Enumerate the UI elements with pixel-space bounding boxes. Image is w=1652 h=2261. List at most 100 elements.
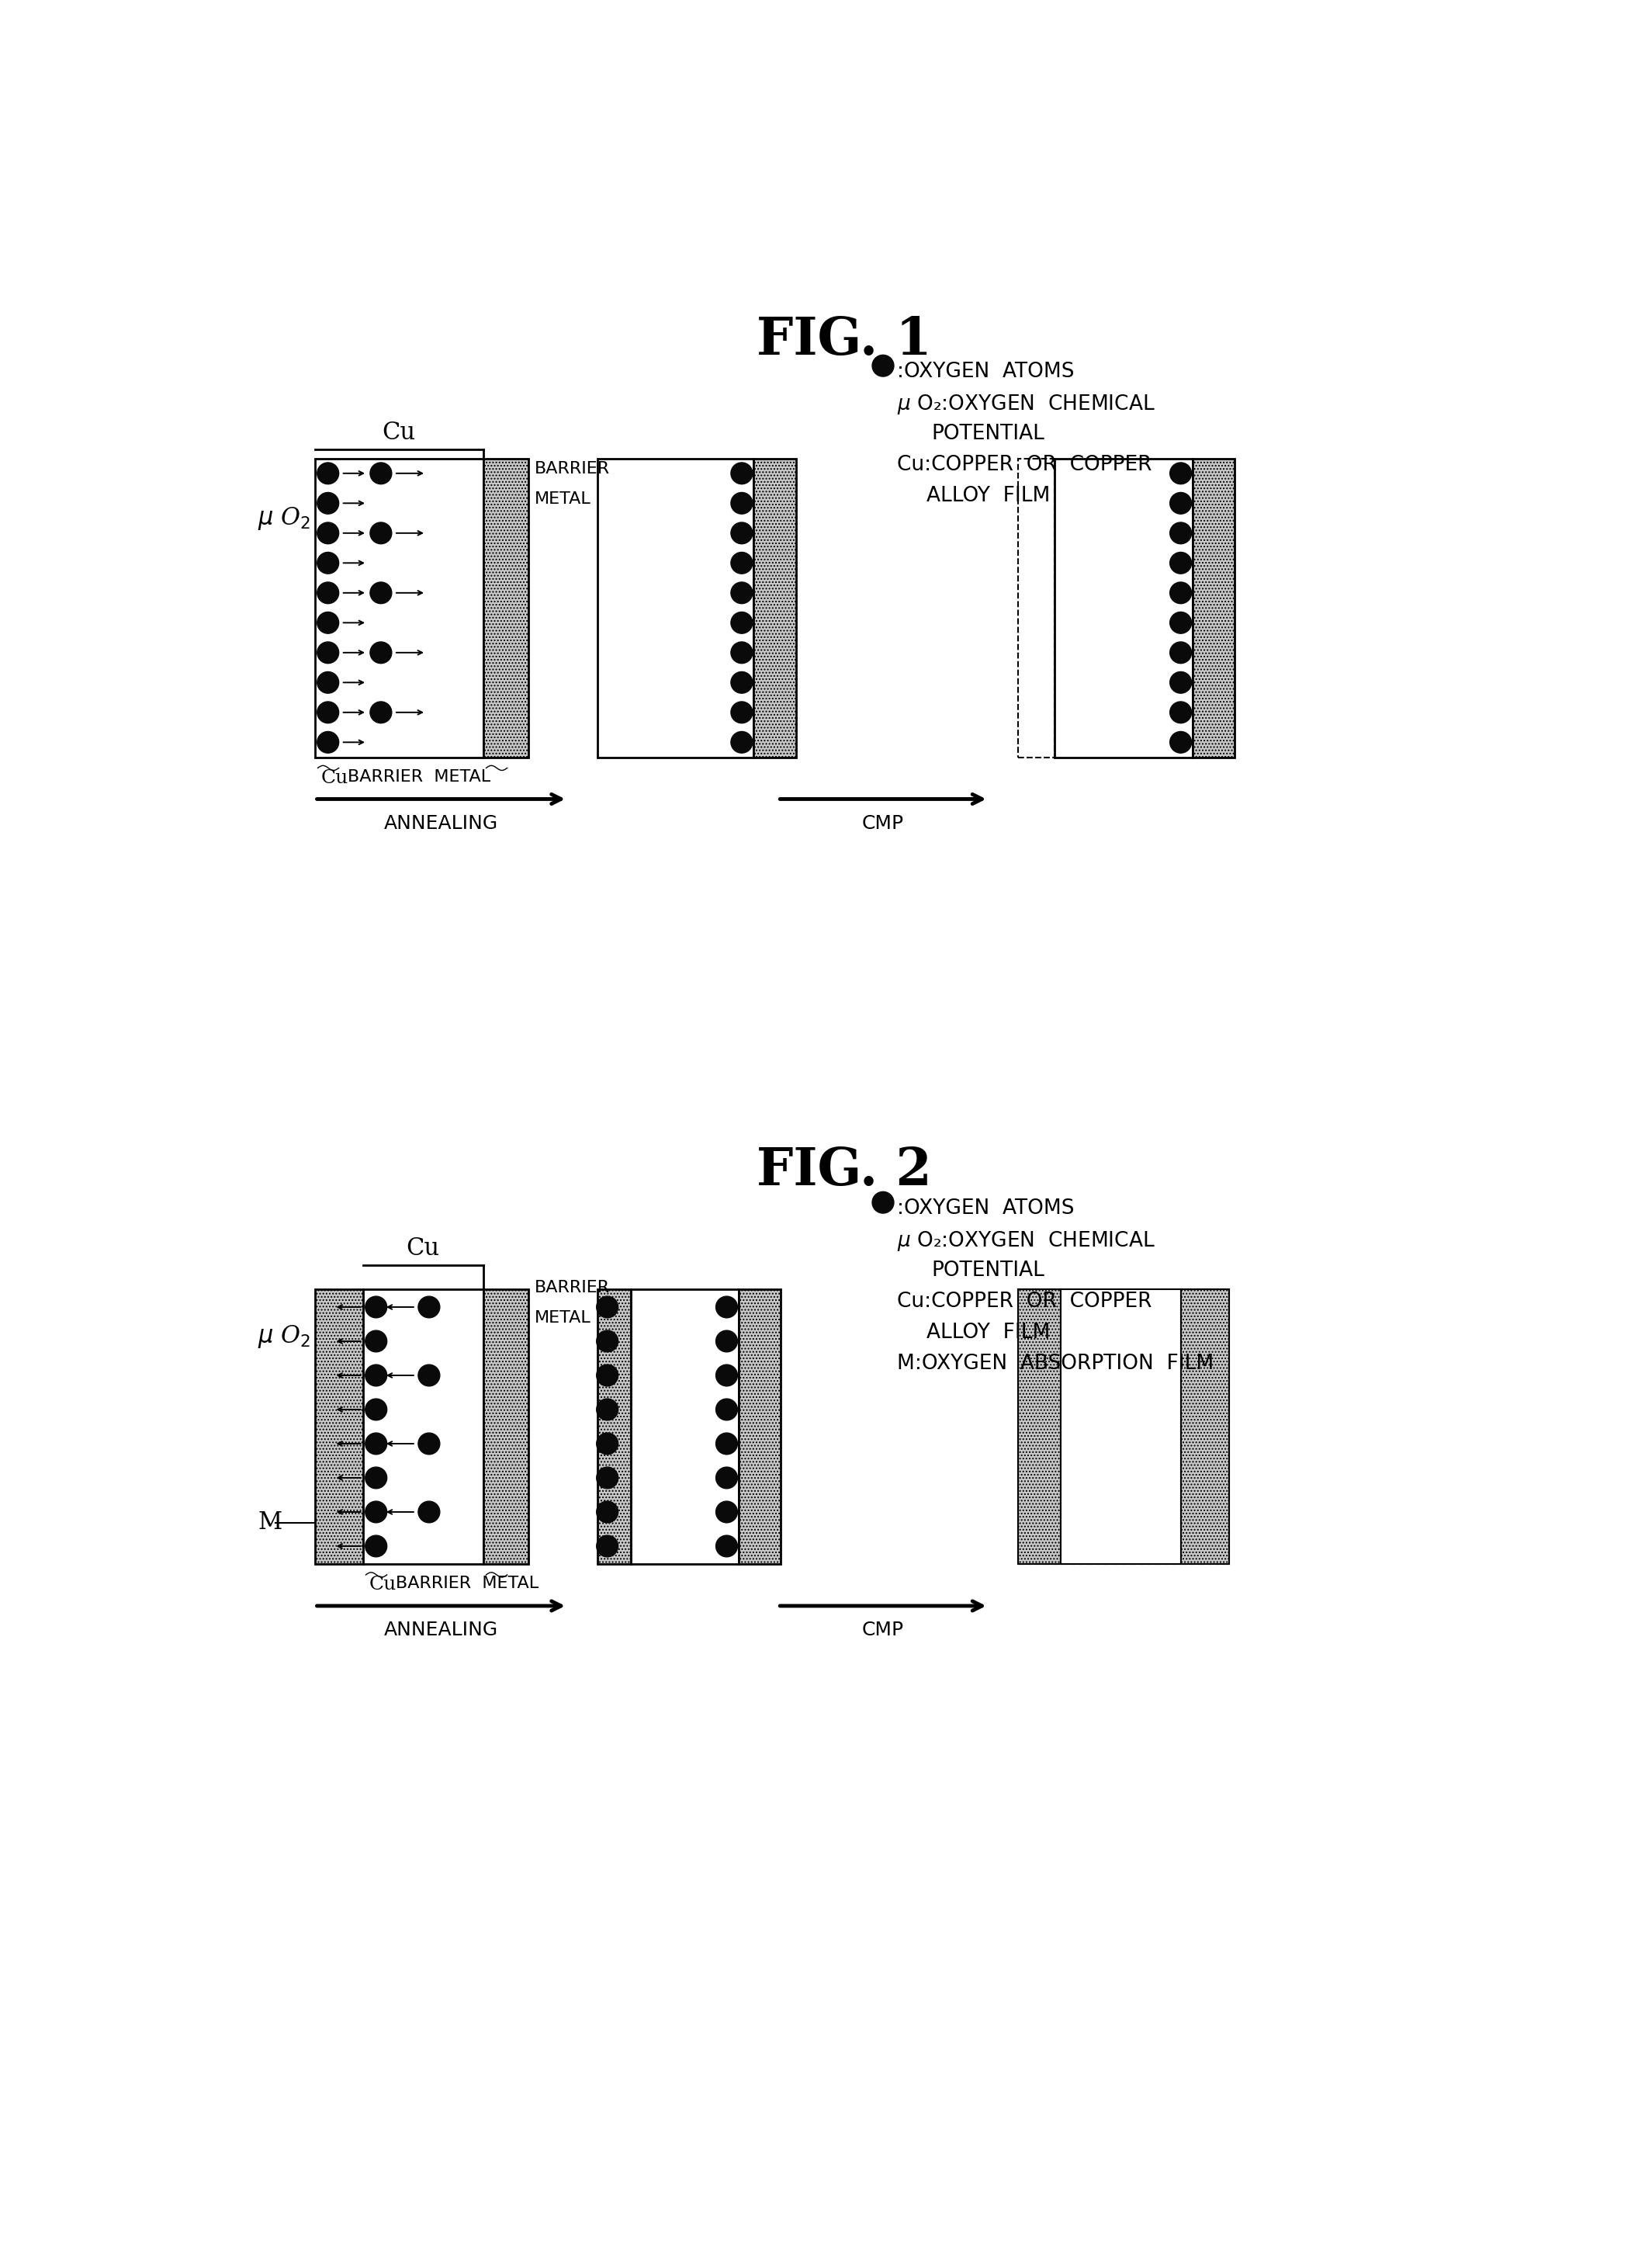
Circle shape [596,1535,618,1558]
Circle shape [317,613,339,633]
Text: Cu:COPPER  OR  COPPER: Cu:COPPER OR COPPER [897,454,1151,475]
Circle shape [730,552,753,574]
Circle shape [418,1296,439,1318]
Circle shape [317,733,339,753]
Circle shape [1170,701,1191,724]
Circle shape [317,522,339,545]
Circle shape [1170,642,1191,662]
Circle shape [715,1400,737,1420]
Circle shape [418,1433,439,1454]
Bar [316,459,482,757]
Text: :OXYGEN  ATOMS: :OXYGEN ATOMS [897,362,1074,382]
Circle shape [317,642,339,662]
Circle shape [596,1400,618,1420]
Text: $\mu$ O$_2$: $\mu$ O$_2$ [258,504,311,531]
Circle shape [715,1433,737,1454]
Text: Cu: Cu [406,1237,439,1259]
Circle shape [1170,672,1191,694]
Text: Cu: Cu [368,1576,396,1594]
Circle shape [370,581,392,604]
Circle shape [418,1366,439,1386]
Circle shape [317,493,339,513]
Text: M:OXYGEN  ABSORPTION  FILM: M:OXYGEN ABSORPTION FILM [897,1354,1214,1375]
Circle shape [715,1366,737,1386]
Circle shape [715,1535,737,1558]
Circle shape [370,522,392,545]
Text: BARRIER  METAL: BARRIER METAL [396,1576,539,1592]
Text: $\mu$ O₂:OXYGEN  CHEMICAL: $\mu$ O₂:OXYGEN CHEMICAL [897,393,1155,416]
Text: ALLOY  FILM: ALLOY FILM [927,1323,1051,1343]
Bar [598,1289,631,1565]
Bar [482,1289,529,1565]
Circle shape [418,1501,439,1522]
Bar [316,1289,363,1565]
Text: $\mu$ O$_2$: $\mu$ O$_2$ [258,1323,311,1350]
Circle shape [596,1467,618,1488]
Text: FIG. 1: FIG. 1 [757,314,932,366]
Text: M: M [258,1510,282,1535]
Circle shape [730,613,753,633]
Circle shape [715,1296,737,1318]
Circle shape [365,1433,387,1454]
Text: $\mu$ O₂:OXYGEN  CHEMICAL: $\mu$ O₂:OXYGEN CHEMICAL [897,1230,1155,1253]
Text: Cu:COPPER  OR  COPPER: Cu:COPPER OR COPPER [897,1291,1151,1311]
Circle shape [596,1501,618,1522]
Circle shape [370,701,392,724]
Text: BARRIER: BARRIER [534,1280,610,1296]
Circle shape [872,1192,894,1214]
Circle shape [365,1366,387,1386]
Bar [1054,459,1193,757]
Circle shape [365,1400,387,1420]
Text: POTENTIAL: POTENTIAL [932,1259,1044,1280]
Circle shape [872,355,894,378]
Text: Cu: Cu [382,421,416,445]
Text: ANNEALING: ANNEALING [383,814,499,832]
Bar [753,459,796,757]
Circle shape [317,464,339,484]
Circle shape [370,464,392,484]
Circle shape [730,581,753,604]
Circle shape [1170,493,1191,513]
Circle shape [370,642,392,662]
Text: METAL: METAL [534,491,591,506]
Text: ANNEALING: ANNEALING [383,1621,499,1639]
Text: ALLOY  FILM: ALLOY FILM [927,486,1051,506]
Circle shape [730,464,753,484]
Circle shape [715,1329,737,1352]
Circle shape [596,1296,618,1318]
Bar [363,1289,482,1565]
Circle shape [317,552,339,574]
Bar [1018,459,1054,757]
Circle shape [596,1329,618,1352]
Circle shape [365,1467,387,1488]
Text: CMP: CMP [862,814,904,832]
Circle shape [317,672,339,694]
Bar [631,1289,738,1565]
Circle shape [596,1366,618,1386]
Bar [1193,459,1234,757]
Text: CMP: CMP [862,1621,904,1639]
Circle shape [365,1329,387,1352]
Text: FIG. 2: FIG. 2 [757,1146,932,1196]
Bar [1061,1289,1181,1565]
Circle shape [596,1433,618,1454]
Circle shape [1170,522,1191,545]
Text: BARRIER  METAL: BARRIER METAL [349,769,491,785]
Circle shape [1170,613,1191,633]
Circle shape [365,1535,387,1558]
Bar [482,459,529,757]
Circle shape [1170,733,1191,753]
Bar [1018,1289,1061,1565]
Bar [1181,1289,1229,1565]
Circle shape [1170,581,1191,604]
Bar [738,1289,781,1565]
Text: METAL: METAL [534,1309,591,1325]
Circle shape [317,581,339,604]
Text: Cu: Cu [320,769,349,787]
Circle shape [730,733,753,753]
Circle shape [730,522,753,545]
Circle shape [365,1296,387,1318]
Circle shape [1170,464,1191,484]
Bar [1018,1289,1229,1565]
Text: POTENTIAL: POTENTIAL [932,423,1044,443]
